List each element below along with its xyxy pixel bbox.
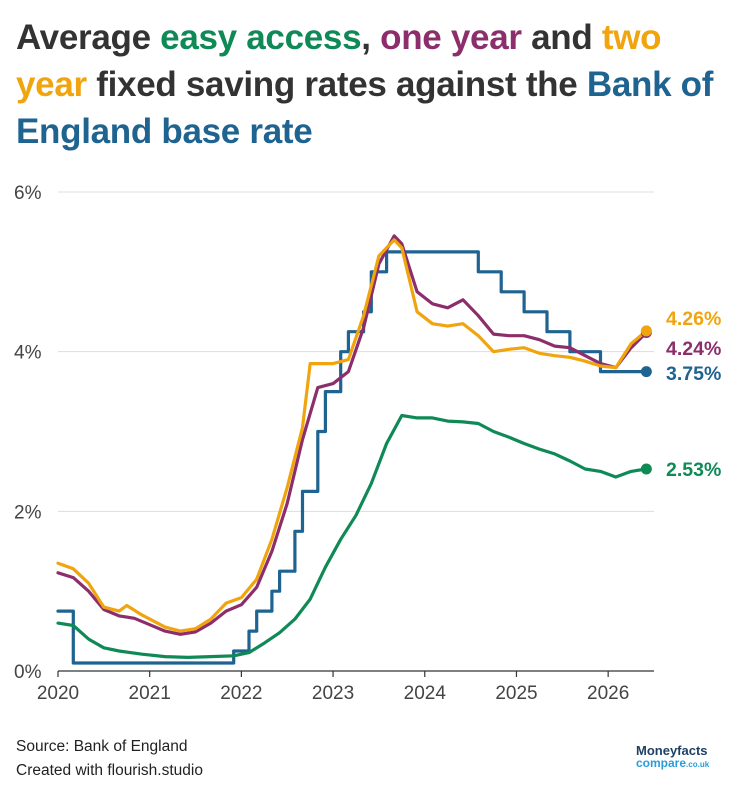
title-bank-of-england: Bank of England base rate bbox=[16, 65, 714, 151]
x-tick-label: 2022 bbox=[220, 683, 262, 704]
title-two-year: two year bbox=[16, 18, 662, 104]
series-line-boe bbox=[56, 250, 648, 665]
y-tick-label: 0% bbox=[14, 662, 42, 683]
end-marker-two bbox=[640, 325, 652, 337]
logo-compare: compare bbox=[636, 756, 687, 770]
title-text: and bbox=[521, 18, 602, 57]
series-lines bbox=[56, 234, 648, 665]
series-line-easy bbox=[56, 413, 648, 659]
logo-line2: compare.co.uk bbox=[636, 757, 726, 771]
moneyfacts-logo: Moneyfacts compare.co.uk bbox=[636, 744, 726, 771]
logo-suffix: .co.uk bbox=[686, 760, 710, 769]
end-label-two: 4.26% bbox=[666, 308, 721, 330]
x-tick-label: 2024 bbox=[404, 683, 447, 704]
title-text: fixed saving rates against the bbox=[86, 65, 587, 104]
end-markers: 3.75% 2.53% 4.24% 4.26% bbox=[640, 308, 721, 481]
x-tick-label: 2020 bbox=[37, 683, 79, 704]
footer: Source: Bank of England Created with flo… bbox=[16, 735, 203, 783]
x-axis: 2020 2021 2022 2023 2024 2025 2026 bbox=[37, 670, 654, 704]
chart-title: Average easy access, one year and two ye… bbox=[16, 14, 728, 155]
end-label-easy: 2.53% bbox=[666, 459, 721, 481]
y-axis: 0% 2% 4% 6% bbox=[14, 183, 42, 683]
title-text: Average bbox=[16, 18, 161, 57]
series-line-one bbox=[56, 234, 648, 636]
source-note: Source: Bank of England bbox=[16, 738, 188, 755]
y-tick-label: 4% bbox=[14, 343, 42, 364]
line-chart: 0% 2% 4% 6% 2020 2021 2022 2023 2024 2025 2026 3.… bbox=[14, 183, 721, 704]
x-tick-label: 2023 bbox=[312, 683, 354, 704]
title-easy-access: easy access bbox=[160, 18, 362, 57]
x-tick-label: 2026 bbox=[587, 683, 629, 704]
title-text: , bbox=[361, 18, 381, 57]
title-one-year: one year bbox=[380, 18, 522, 57]
logo-line1: Moneyfacts bbox=[636, 743, 708, 758]
y-tick-label: 2% bbox=[14, 502, 42, 523]
x-tick-label: 2025 bbox=[495, 683, 537, 704]
end-marker-boe bbox=[640, 366, 652, 378]
x-tick-label: 2021 bbox=[129, 683, 171, 704]
y-tick-label: 6% bbox=[14, 183, 42, 204]
series-line-two bbox=[56, 238, 648, 633]
end-marker-easy bbox=[640, 463, 652, 475]
end-label-boe: 3.75% bbox=[666, 363, 721, 385]
end-label-one: 4.24% bbox=[666, 338, 721, 360]
created-with-note: Created with flourish.studio bbox=[16, 762, 203, 779]
